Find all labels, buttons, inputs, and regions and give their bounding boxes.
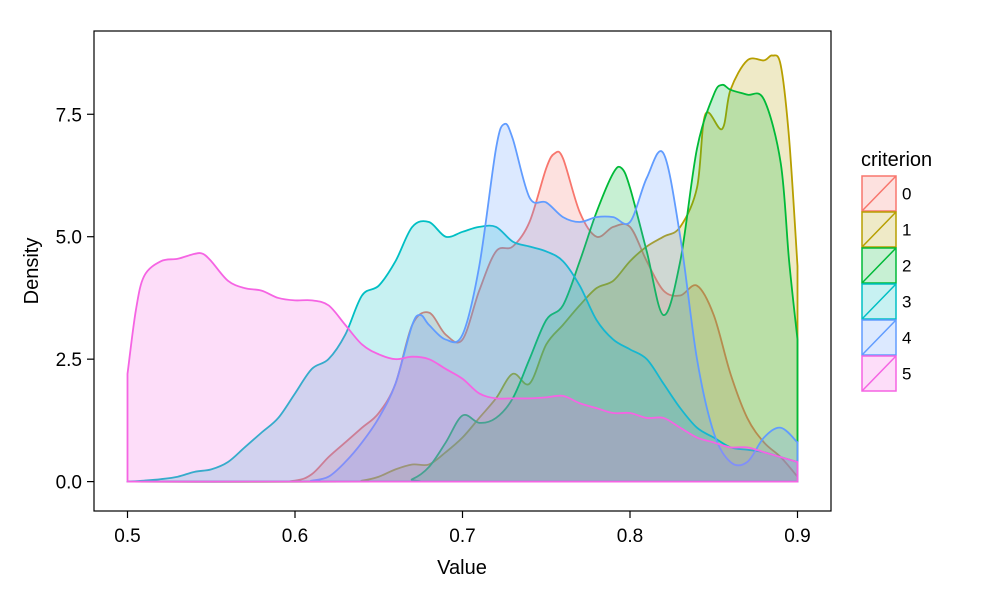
legend-key-4 xyxy=(861,319,897,356)
density-area-criterion-2 xyxy=(126,83,799,483)
density-area-criterion-1 xyxy=(126,54,799,483)
legend-key-1 xyxy=(861,211,897,248)
legend-label-2: 2 xyxy=(902,257,911,276)
x-axis-title: Value xyxy=(437,557,487,579)
legend-label-4: 4 xyxy=(902,329,911,348)
density-area-criterion-3 xyxy=(126,220,799,483)
legend-title: criterion xyxy=(861,149,932,171)
density-areas xyxy=(126,54,799,483)
y-tick-label: 0.0 xyxy=(56,473,82,494)
legend-label-5: 5 xyxy=(902,365,911,384)
x-tick-label: 0.8 xyxy=(617,526,643,547)
legend-key-3 xyxy=(861,283,897,320)
legend-key-2 xyxy=(861,247,897,284)
legend-label-3: 3 xyxy=(902,293,911,312)
density-area-criterion-5 xyxy=(126,252,799,483)
legend-key-5 xyxy=(861,355,897,392)
x-axis: 0.5 0.6 0.7 0.8 0.9 xyxy=(114,511,811,547)
y-axis-title: Density xyxy=(21,238,43,305)
x-tick-label: 0.5 xyxy=(114,526,140,547)
y-axis: 0.0 2.5 5.0 7.5 xyxy=(56,105,94,494)
x-tick-label: 0.7 xyxy=(449,526,475,547)
y-tick-label: 5.0 xyxy=(56,228,82,249)
legend: criterion 0 1 2 3 4 5 xyxy=(861,149,932,392)
x-tick-label: 0.9 xyxy=(784,526,810,547)
density-area-criterion-4 xyxy=(126,122,799,483)
x-tick-label: 0.6 xyxy=(282,526,308,547)
y-tick-label: 2.5 xyxy=(56,350,82,371)
legend-label-1: 1 xyxy=(902,221,911,240)
legend-key-0 xyxy=(861,175,897,212)
y-tick-label: 7.5 xyxy=(56,105,82,126)
legend-label-0: 0 xyxy=(902,185,911,204)
